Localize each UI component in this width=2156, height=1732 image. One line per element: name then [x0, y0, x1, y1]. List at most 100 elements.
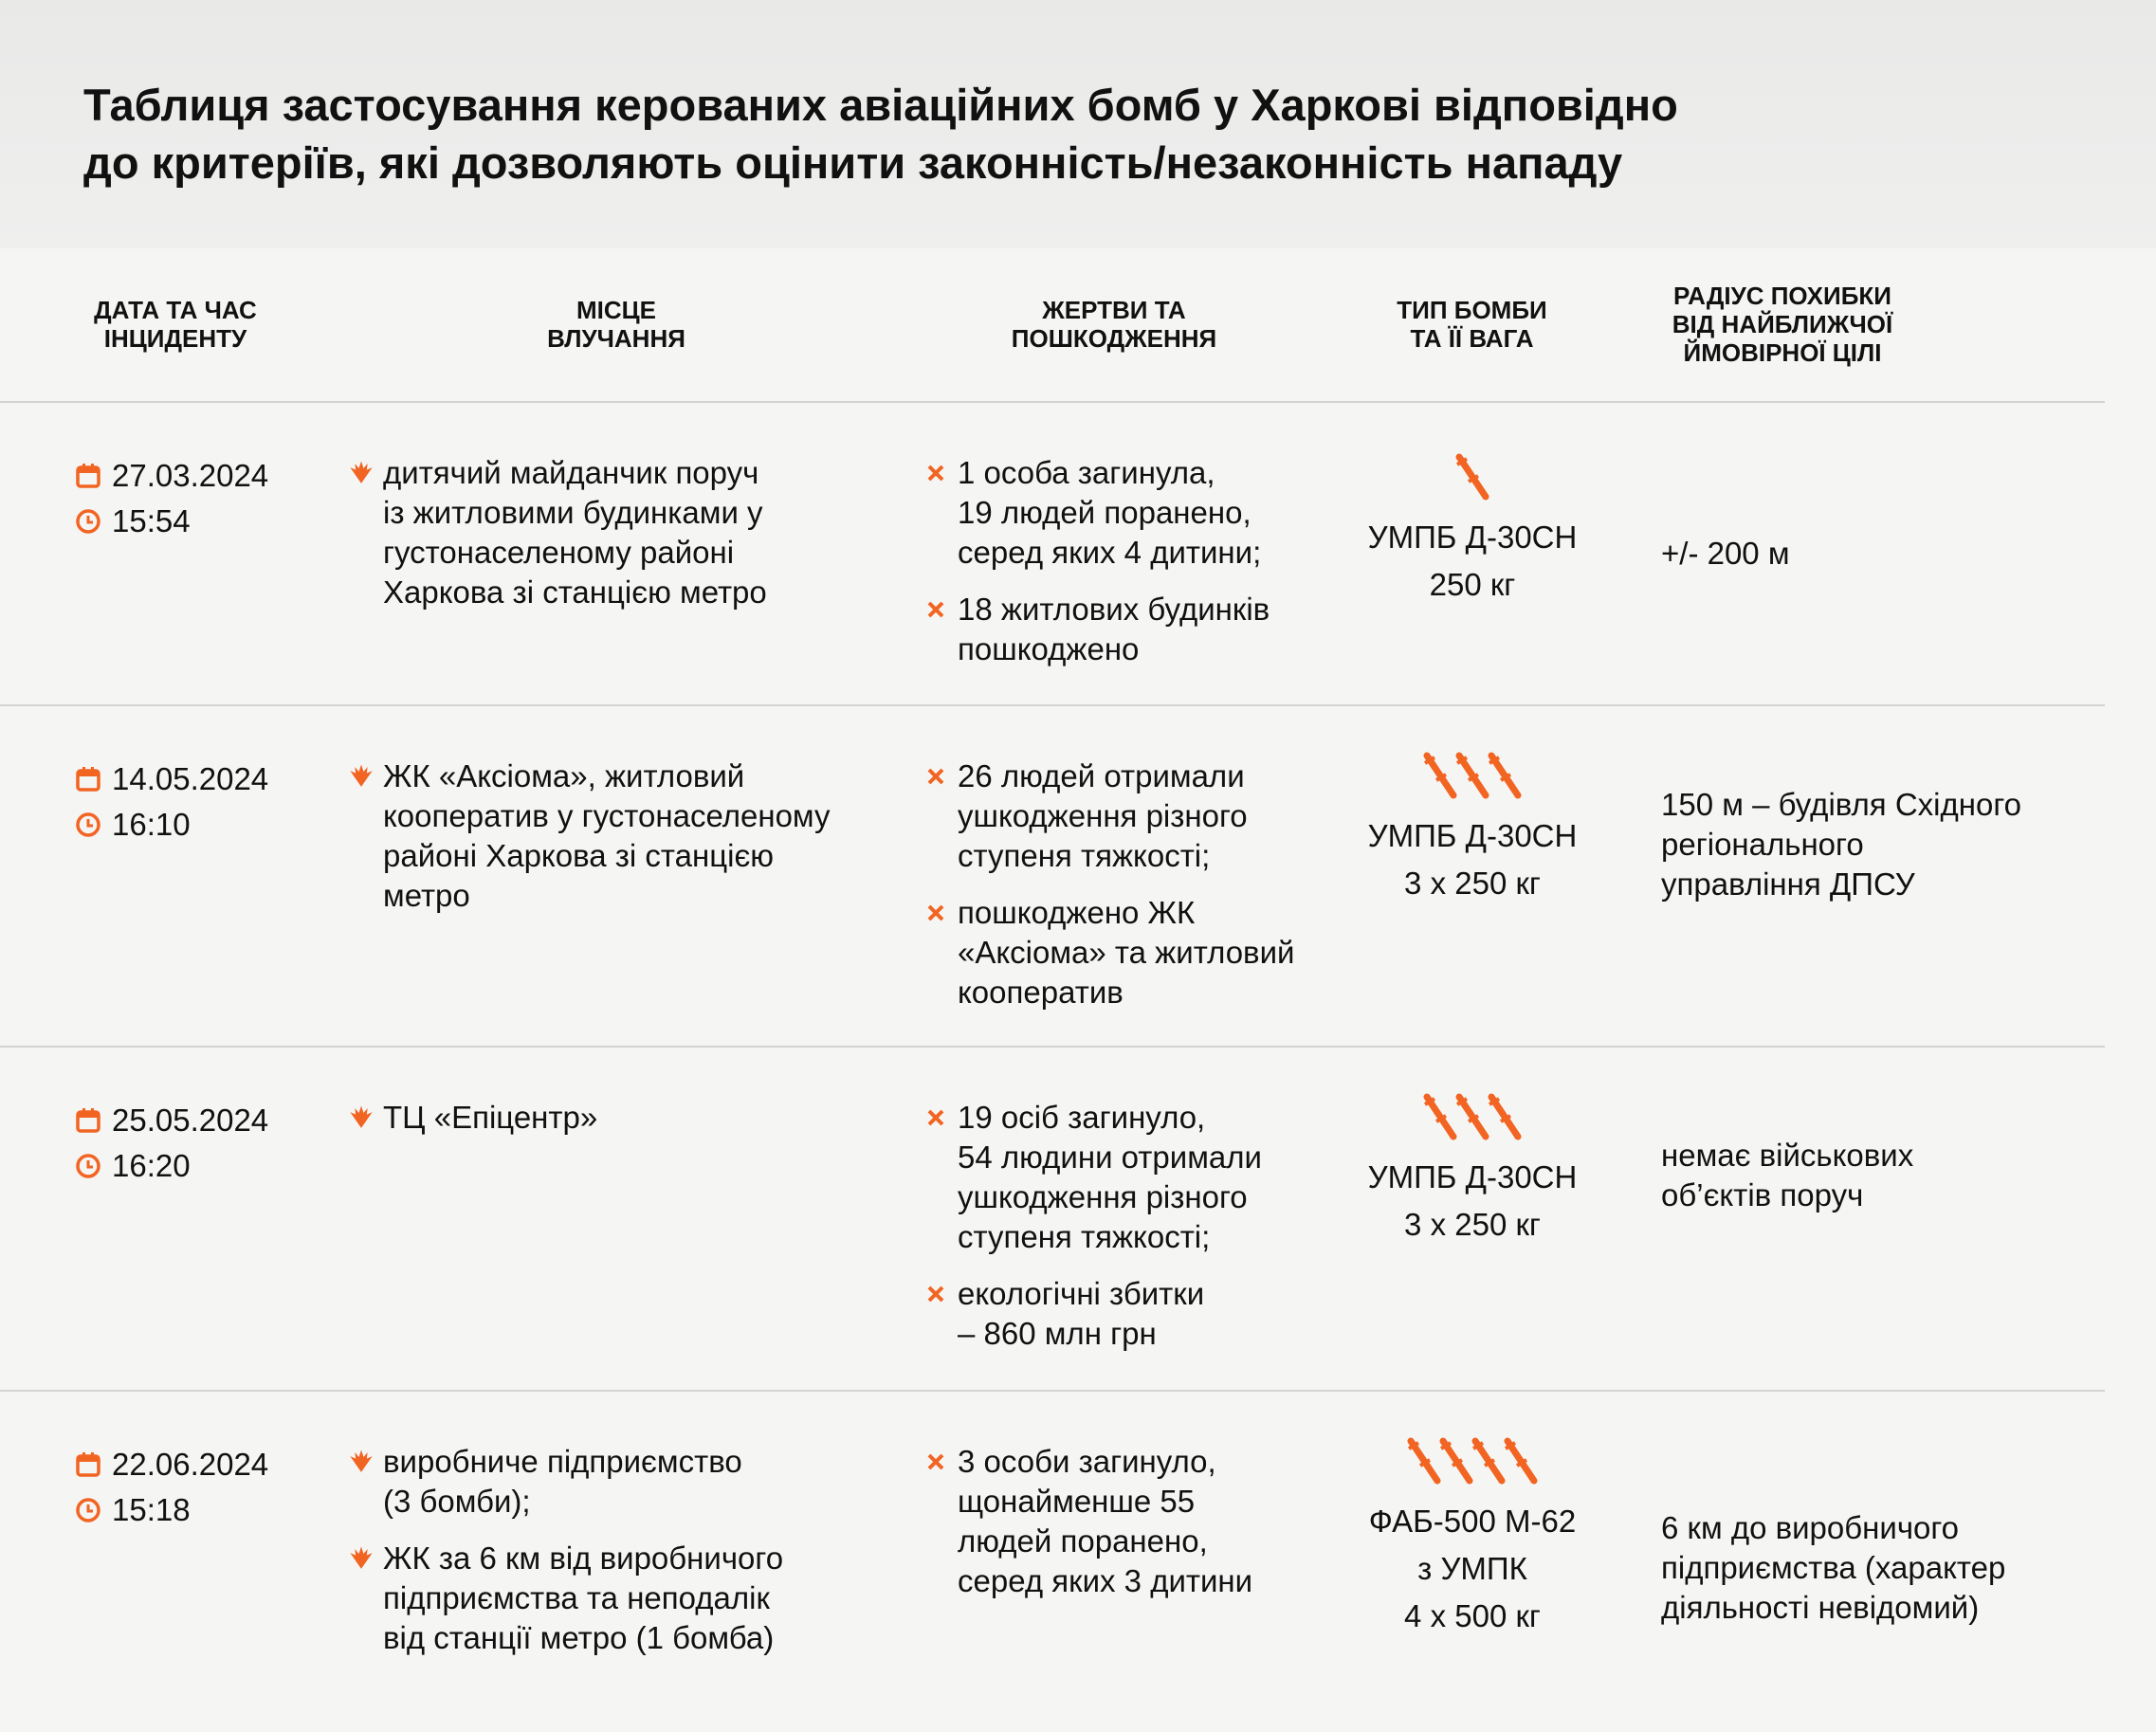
text-line: щонайменше 55 [958, 1484, 1196, 1519]
explosion-icon [347, 762, 375, 791]
bomb-icons [1302, 1437, 1643, 1494]
title-line: до критеріїв, які дозволяють оцінити зак… [83, 137, 1623, 188]
bomb-icon [1486, 752, 1524, 809]
text-line: 54 людини отримали [958, 1139, 1262, 1175]
calendar-icon [74, 1450, 102, 1479]
cross-icon [922, 1448, 950, 1476]
incident-date: 22.06.2024 [112, 1447, 269, 1482]
bomb-text: 3 х 250 кг [1404, 866, 1541, 901]
text-line: 6 км до виробничого [1661, 1510, 1960, 1545]
text-line: екологічні збитки [958, 1276, 1205, 1311]
text-line: 150 м – будівля Східного [1661, 787, 2021, 822]
bomb-type: УМПБ Д-30СН 250 кг [1302, 453, 1643, 609]
cross-icon [922, 899, 950, 927]
bomb-text: 4 х 500 кг [1404, 1598, 1541, 1633]
bomb-icon [1502, 1437, 1540, 1494]
incidents-table: Дата та час інциденту Місце влучання Жертв… [0, 248, 2156, 1732]
date-time: 27.03.2024 15:54 [74, 453, 268, 544]
cross-icon [922, 1280, 950, 1308]
bomb-icon [1421, 752, 1459, 809]
victims-item: 26 людей отримали ушкодження різного ступе… [922, 757, 1339, 876]
calendar-icon [74, 765, 102, 793]
text-line: немає військових [1661, 1138, 1914, 1173]
page-title: Таблиця застосування керованих авіаційни… [83, 76, 2074, 191]
date-time: 25.05.2024 16:20 [74, 1098, 268, 1189]
bomb-icons [1302, 453, 1643, 510]
bomb-text: УМПБ Д-30СН [1367, 1159, 1578, 1194]
explosion-icon [347, 1448, 375, 1476]
incident-time: 16:10 [112, 807, 191, 842]
impact-place: ТЦ «Епіцентр» [347, 1098, 897, 1155]
calendar-icon [74, 462, 102, 490]
bomb-text: 3 х 250 кг [1404, 1207, 1541, 1242]
place-item: дитячий майданчик поруч із житловими буди… [347, 453, 897, 612]
text-line: 26 людей отримали [958, 758, 1245, 793]
victims-damage: 3 особи загинуло, щонайменше 55 людей пора… [922, 1442, 1339, 1618]
header-victims: Жертви та пошкодження [1011, 296, 1217, 353]
text-line: ЖК «Аксіома», житловий [383, 758, 745, 793]
row-divider [0, 1390, 2105, 1392]
cross-icon [922, 1103, 950, 1132]
incident-time: 16:20 [112, 1148, 191, 1183]
text-line: 19 осіб загинуло, [958, 1100, 1206, 1135]
text-line: від станції метро (1 бомба) [383, 1620, 775, 1655]
impact-place: виробниче підприємство (3 бомби); ЖК за 6 … [347, 1442, 897, 1675]
bomb-text: УМПБ Д-30СН [1367, 818, 1578, 853]
title-line: Таблиця застосування керованих авіаційни… [83, 80, 1678, 130]
text-line: дитячий майданчик поруч [383, 455, 759, 490]
text-line: 3 особи загинуло, [958, 1444, 1216, 1479]
bomb-type: УМПБ Д-30СН 3 х 250 кг [1302, 1093, 1643, 1249]
text-line: людей поранено, [958, 1523, 1208, 1559]
header-divider [0, 401, 2105, 403]
bomb-icon [1470, 1437, 1507, 1494]
bomb-icon [1437, 1437, 1475, 1494]
victims-item: екологічні збитки – 860 млн грн [922, 1274, 1339, 1354]
text-line: підприємства (характер [1661, 1550, 2006, 1585]
header-bomb: Тип бомби та її вага [1397, 296, 1547, 353]
text-line: підприємства та неподалік [383, 1580, 770, 1615]
text-line: ступеня тяжкості; [958, 1219, 1211, 1254]
incident-date: 27.03.2024 [112, 458, 269, 493]
text-line: серед яких 4 дитини; [958, 535, 1262, 570]
text-line: густонаселеному районі [383, 535, 735, 570]
table-row: 27.03.2024 15:54 дитячий майданчик поруч… [0, 401, 2156, 704]
text-line: об’єктів поруч [1661, 1177, 1864, 1212]
bomb-icon [1453, 752, 1491, 809]
victims-damage: 26 людей отримали ушкодження різного ступе… [922, 757, 1339, 1030]
text-line: ТЦ «Епіцентр» [383, 1100, 598, 1135]
bomb-text: ФАБ-500 М-62 [1368, 1504, 1577, 1539]
text-line: пошкоджено [958, 631, 1140, 666]
bomb-type: ФАБ-500 М-62 з УМПК 4 х 500 кг [1302, 1437, 1643, 1640]
title-band [0, 0, 2156, 248]
text-line: 18 житлових будинків [958, 592, 1270, 627]
header-radius: Радіус похибки від найближчої ймовірної ці… [1672, 282, 1893, 367]
incident-time: 15:54 [112, 503, 191, 538]
impact-place: дитячий майданчик поруч із житловими буди… [347, 453, 897, 629]
text-line: ушкодження різного [958, 798, 1248, 833]
text-line: «Аксіома» та житловий [958, 935, 1295, 970]
header-date: Дата та час інциденту [94, 296, 257, 353]
cross-icon [922, 762, 950, 791]
text-line: ушкодження різного [958, 1179, 1248, 1214]
error-radius: 150 м – будівля Східного регіонального упр… [1661, 785, 2116, 904]
place-item: ЖК «Аксіома», житловий кооператив у густо… [347, 757, 897, 916]
row-divider [0, 704, 2105, 706]
bomb-text: 250 кг [1429, 567, 1516, 602]
place-item: ТЦ «Епіцентр» [347, 1098, 897, 1138]
text-line: кооператив у густонаселеному [383, 798, 831, 833]
incident-date: 14.05.2024 [112, 761, 269, 796]
date-time: 22.06.2024 15:18 [74, 1442, 268, 1533]
error-radius: немає військових об’єктів поруч [1661, 1136, 2116, 1215]
bomb-icon [1421, 1093, 1459, 1150]
bomb-icon [1405, 1437, 1443, 1494]
clock-icon [74, 1496, 102, 1524]
text-line: ступеня тяжкості; [958, 838, 1211, 873]
cross-icon [922, 459, 950, 487]
victims-item: 1 особа загинула, 19 людей поранено, серед… [922, 453, 1339, 573]
victims-item: 19 осіб загинуло, 54 людини отримали ушкод… [922, 1098, 1339, 1257]
text-line: виробниче підприємство [383, 1444, 742, 1479]
bomb-text: з УМПК [1417, 1551, 1527, 1586]
text-line: із житловими будинками у [383, 495, 763, 530]
text-line: пошкоджено ЖК [958, 895, 1196, 930]
clock-icon [74, 811, 102, 839]
